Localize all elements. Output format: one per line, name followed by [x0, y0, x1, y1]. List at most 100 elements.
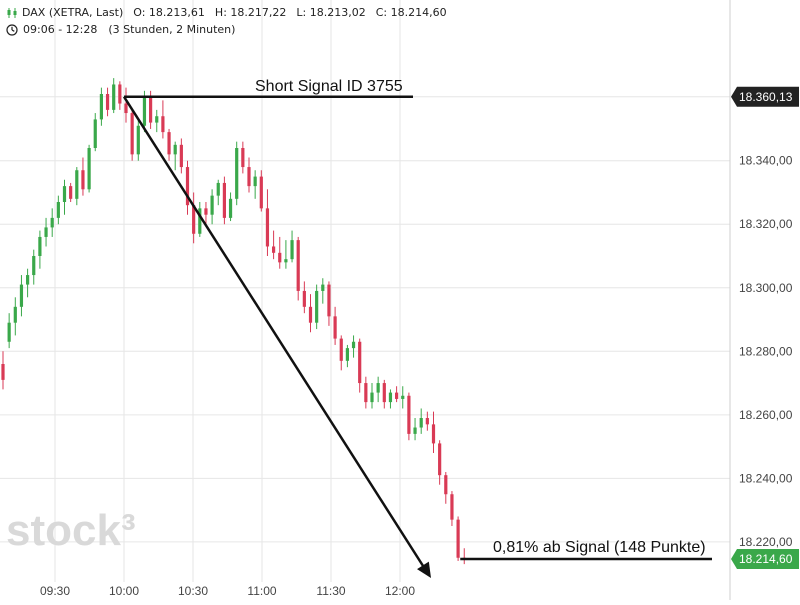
y-tick-label: 18.340,00	[739, 154, 793, 168]
x-tick-label: 11:00	[247, 584, 276, 598]
candle-down	[130, 113, 134, 155]
candle-down	[450, 494, 454, 520]
time-range-header: 09:06 - 12:28 (3 Stunden, 2 Minuten)	[6, 23, 235, 36]
candle-up	[253, 176, 257, 187]
x-tick-label: 10:30	[178, 584, 208, 598]
candle-down	[179, 144, 183, 168]
y-tick-label: 18.240,00	[739, 471, 793, 485]
signal-price-tag-bg	[731, 86, 799, 107]
candle-down	[272, 246, 276, 253]
candle-up	[388, 392, 393, 403]
candle-up	[38, 236, 42, 256]
signal-label: Short Signal ID 3755	[255, 78, 403, 95]
candle-down	[278, 252, 282, 263]
candle-up	[284, 259, 288, 263]
candle-up	[44, 227, 48, 237]
candle-down	[358, 341, 362, 384]
candle-down	[185, 167, 190, 206]
candle-down	[438, 443, 442, 476]
candle-up	[173, 144, 177, 155]
candle-up	[62, 186, 67, 202]
trend-arrow-line	[122, 96, 427, 570]
candle-down	[167, 132, 171, 155]
candle-down	[327, 284, 331, 317]
candle-down	[456, 519, 460, 558]
candle-up	[321, 284, 325, 291]
candle-down	[431, 424, 436, 444]
candle-down	[241, 148, 245, 168]
candle-down	[302, 290, 306, 307]
candle-down	[333, 316, 337, 339]
candle-up	[228, 198, 233, 218]
candle-up	[26, 275, 30, 285]
candle-down	[259, 176, 263, 209]
candle-up	[93, 119, 97, 148]
y-tick-label: 18.280,00	[739, 344, 793, 358]
x-tick-label: 12:00	[385, 584, 415, 598]
candle-up	[19, 284, 24, 307]
candle-up	[401, 395, 405, 399]
candle-down	[444, 475, 448, 495]
candle-up	[142, 97, 147, 126]
candle-up	[413, 427, 417, 434]
candle-up	[315, 290, 319, 323]
candle-down	[339, 338, 343, 361]
clock-icon	[6, 23, 18, 36]
candle-up	[32, 256, 36, 276]
x-tick-label: 10:00	[109, 584, 139, 598]
candlestick-icon	[7, 7, 17, 18]
candle-down	[105, 94, 110, 110]
candle-up	[345, 348, 349, 361]
candle-up	[75, 170, 79, 199]
candle-up	[7, 322, 11, 342]
candle-up	[210, 195, 214, 215]
candle-down	[69, 186, 73, 199]
duration: (3 Stunden, 2 Minuten)	[108, 23, 236, 36]
x-tick-label: 11:30	[316, 584, 345, 598]
y-tick-label: 18.300,00	[739, 281, 793, 295]
candle-up	[290, 240, 294, 260]
candle-up	[112, 84, 116, 110]
last-price-tag-bg	[731, 549, 799, 570]
candle-up	[419, 418, 423, 428]
candle-down	[124, 103, 128, 114]
candle-down	[192, 205, 196, 234]
candle-up	[56, 202, 60, 218]
trend-arrow-head	[417, 561, 431, 578]
y-tick-label: 18.220,00	[739, 535, 793, 549]
candle-up	[13, 306, 17, 323]
watermark-logo: stock³	[6, 506, 136, 555]
candle-down	[407, 395, 411, 434]
candle-down	[296, 240, 300, 291]
instrument-header: DAX (XETRA, Last) O: 18.213,61 H: 18.217…	[6, 6, 447, 19]
candle-down	[149, 97, 153, 123]
y-tick-label: 18.320,00	[739, 217, 793, 231]
candle-down	[1, 364, 5, 380]
candle-down	[425, 418, 429, 425]
candle-up	[50, 217, 54, 228]
candle-down	[118, 84, 122, 104]
candle-down	[81, 170, 85, 190]
candle-down	[222, 182, 226, 218]
candle-up	[351, 341, 356, 349]
candle-up	[216, 182, 220, 196]
candle-up	[155, 116, 159, 123]
result-label: 0,81% ab Signal (148 Punkte)	[493, 539, 706, 556]
candle-down	[364, 383, 368, 403]
candle-down	[204, 208, 208, 215]
candle-up	[87, 148, 91, 190]
candle-down	[161, 116, 165, 133]
candle-down	[382, 383, 386, 403]
signal-price-tag: 18.360,13	[739, 90, 793, 104]
last-price-tag: 18.214,60	[739, 552, 793, 566]
candle-down	[265, 208, 270, 247]
high-value: H: 18.217,22	[214, 6, 287, 19]
close-value: C: 18.214,60	[375, 6, 447, 19]
y-tick-label: 18.260,00	[739, 408, 793, 422]
candle-up	[370, 392, 374, 403]
instrument-name: DAX (XETRA, Last)	[22, 6, 124, 19]
candle-up	[198, 208, 202, 234]
time-range: 09:06 - 12:28	[23, 23, 98, 36]
